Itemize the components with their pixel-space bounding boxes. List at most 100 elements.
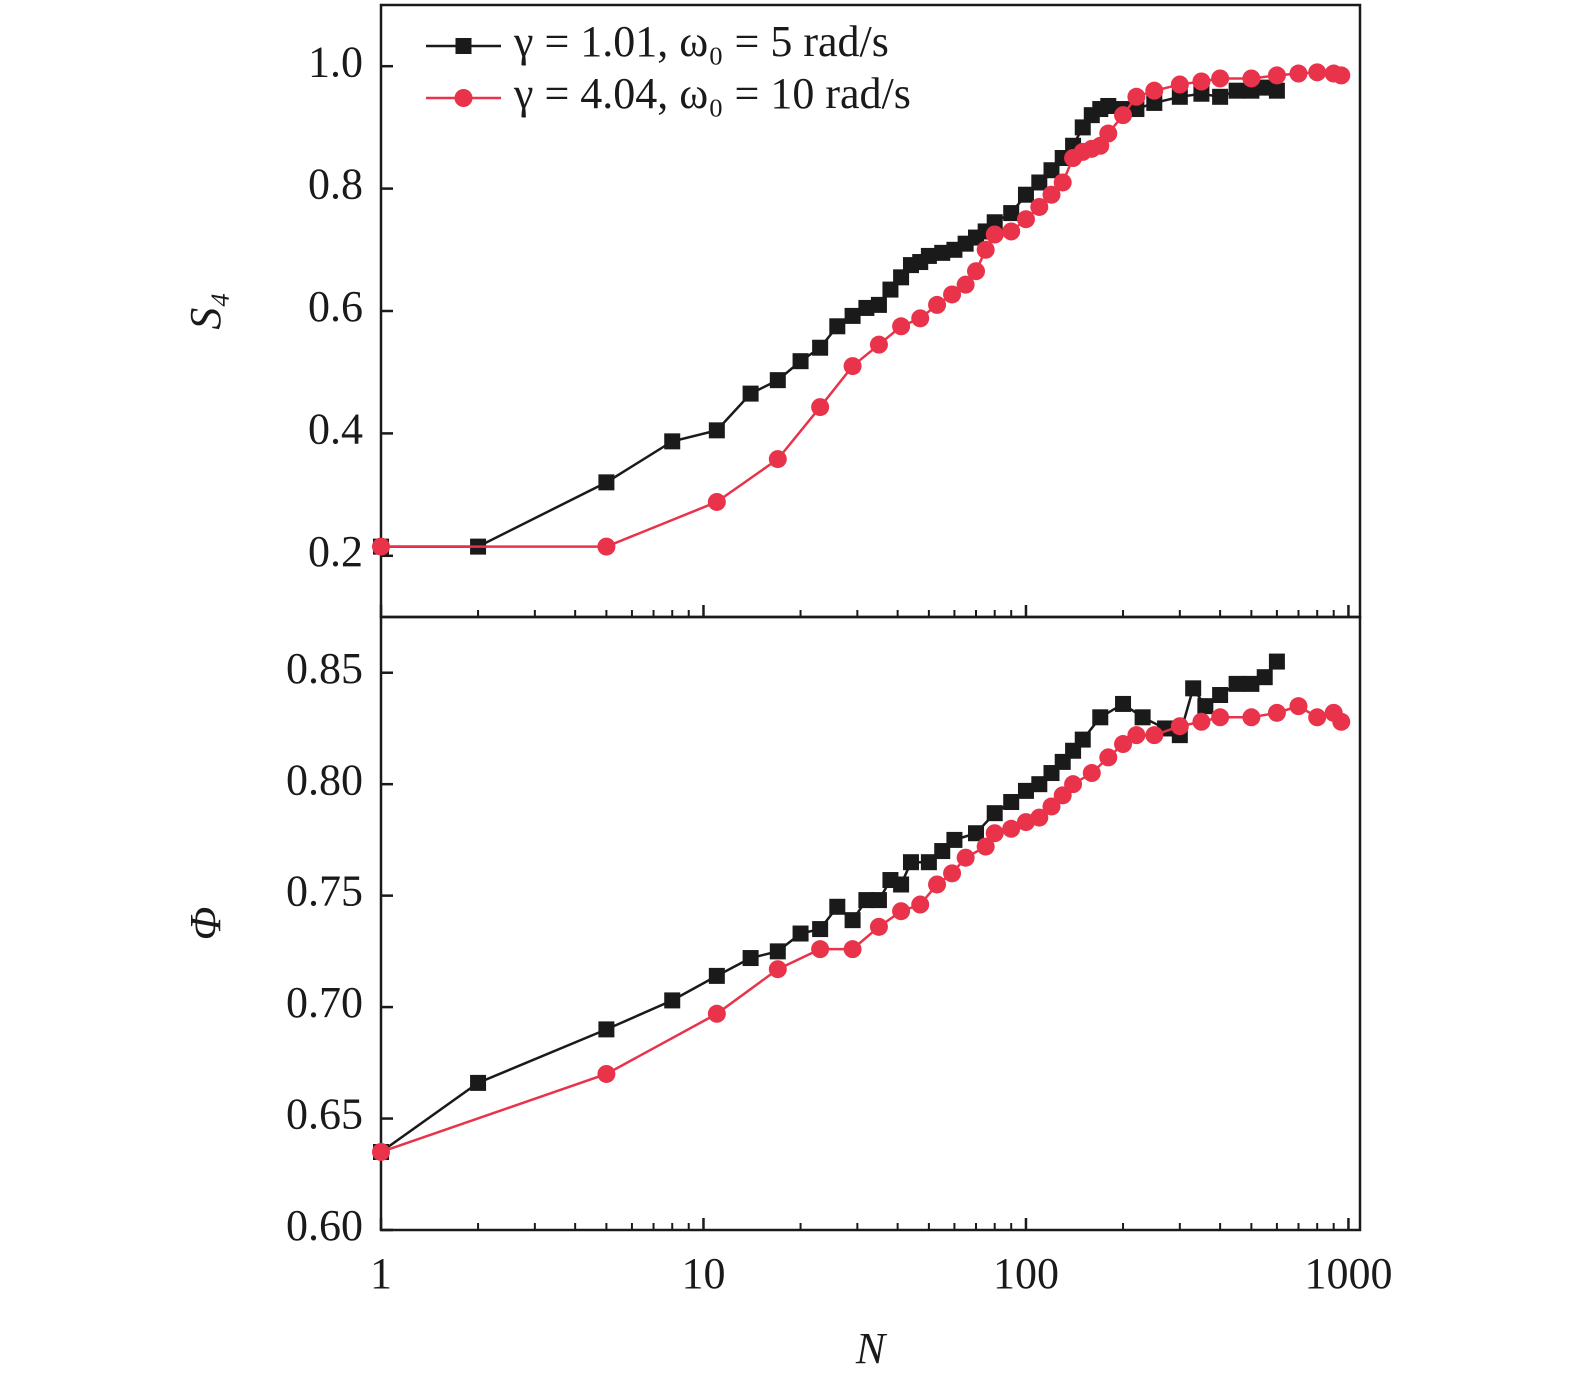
marker: [1043, 162, 1060, 179]
marker: [768, 960, 787, 979]
panel: 0.60 0.65 0.70 0.75 0.80 0.85 1 10 100 1000 Φ N: [181, 615, 1392, 1373]
marker: [372, 1142, 390, 1161]
marker: [985, 824, 1004, 843]
marker: [1211, 708, 1230, 727]
marker: [858, 892, 875, 909]
marker: [708, 422, 725, 439]
marker: [870, 892, 887, 909]
marker: [1099, 748, 1118, 767]
y-tick-label: 1.0: [308, 37, 363, 86]
marker: [664, 433, 681, 450]
marker: [1256, 79, 1273, 96]
marker: [892, 902, 911, 921]
marker: [1308, 63, 1327, 82]
marker: [1074, 119, 1091, 136]
x-tick-label: 1000: [1304, 1249, 1392, 1298]
marker: [792, 353, 809, 370]
marker: [943, 285, 962, 304]
x-tick-label: 1: [370, 1249, 392, 1298]
marker: [1092, 709, 1109, 726]
marker: [372, 537, 390, 556]
marker: [986, 214, 1003, 231]
marker: [598, 474, 615, 491]
y-tick-label: 0.85: [286, 644, 363, 693]
marker: [869, 917, 888, 936]
marker: [1002, 222, 1021, 241]
marker: [1030, 197, 1049, 216]
marker: [1242, 708, 1261, 727]
marker: [967, 262, 986, 281]
marker: [597, 1064, 616, 1083]
marker: [812, 921, 829, 938]
legend-label: γ = 4.04, ω₀ = 10 rad/s: [513, 69, 911, 118]
marker: [911, 309, 930, 328]
marker: [1192, 712, 1211, 731]
marker: [1185, 680, 1202, 697]
marker: [1114, 106, 1133, 125]
marker: [893, 269, 910, 286]
marker: [707, 1004, 726, 1023]
marker: [769, 943, 786, 960]
panel: 0.2 0.4 0.6 0.8 1.0 S₄ γ = 1.01, ω₀ = 5 rad/sγ…: [181, 3, 1362, 619]
marker: [844, 912, 861, 929]
marker: [1145, 726, 1164, 745]
marker: [1082, 764, 1101, 783]
marker: [707, 492, 726, 511]
marker: [928, 875, 947, 894]
marker: [1242, 69, 1261, 88]
marker: [844, 307, 861, 324]
marker: [892, 317, 911, 336]
y-tick-label: 0.60: [286, 1201, 363, 1250]
marker: [1170, 717, 1189, 736]
marker: [742, 385, 759, 402]
marker: [1127, 726, 1146, 745]
marker: [470, 1074, 487, 1091]
marker: [934, 843, 951, 860]
marker: [812, 339, 829, 356]
marker: [843, 357, 862, 376]
marker: [902, 854, 919, 871]
marker: [768, 450, 787, 469]
marker: [1145, 81, 1164, 100]
marker: [870, 296, 887, 313]
marker: [1267, 66, 1286, 85]
marker: [1031, 776, 1048, 793]
marker: [1127, 87, 1146, 106]
marker: [1268, 82, 1285, 99]
x-tick-label: 10: [681, 1249, 725, 1298]
marker: [1212, 687, 1229, 704]
marker: [708, 967, 725, 984]
marker: [1289, 697, 1308, 716]
marker: [1170, 75, 1189, 94]
series-line: [380, 704, 1343, 1154]
marker: [1053, 173, 1072, 192]
marker: [1114, 735, 1133, 754]
marker: [882, 281, 899, 298]
marker: [1042, 797, 1061, 816]
marker: [1332, 712, 1351, 731]
marker: [986, 805, 1003, 822]
y-axis-label: S₄: [181, 292, 230, 329]
marker: [1256, 669, 1273, 686]
marker: [1031, 174, 1048, 191]
marker: [976, 240, 995, 259]
y-tick-label: 0.6: [308, 282, 363, 331]
marker: [1074, 731, 1091, 748]
series-line: [381, 86, 1278, 548]
x-tick-label: 100: [993, 1249, 1059, 1298]
marker: [1192, 72, 1211, 91]
marker: [1289, 64, 1308, 83]
marker: [1146, 94, 1163, 111]
marker: [1228, 675, 1245, 692]
marker: [1268, 653, 1285, 670]
marker: [769, 372, 786, 389]
marker: [1017, 782, 1034, 799]
legend-marker: [455, 38, 472, 54]
marker: [843, 940, 862, 959]
marker: [920, 854, 937, 871]
series-line: [380, 660, 1278, 1153]
y-tick-label: 0.4: [308, 404, 363, 453]
marker: [1197, 698, 1214, 715]
x-axis-label: N: [855, 1324, 888, 1373]
marker: [1099, 124, 1118, 143]
